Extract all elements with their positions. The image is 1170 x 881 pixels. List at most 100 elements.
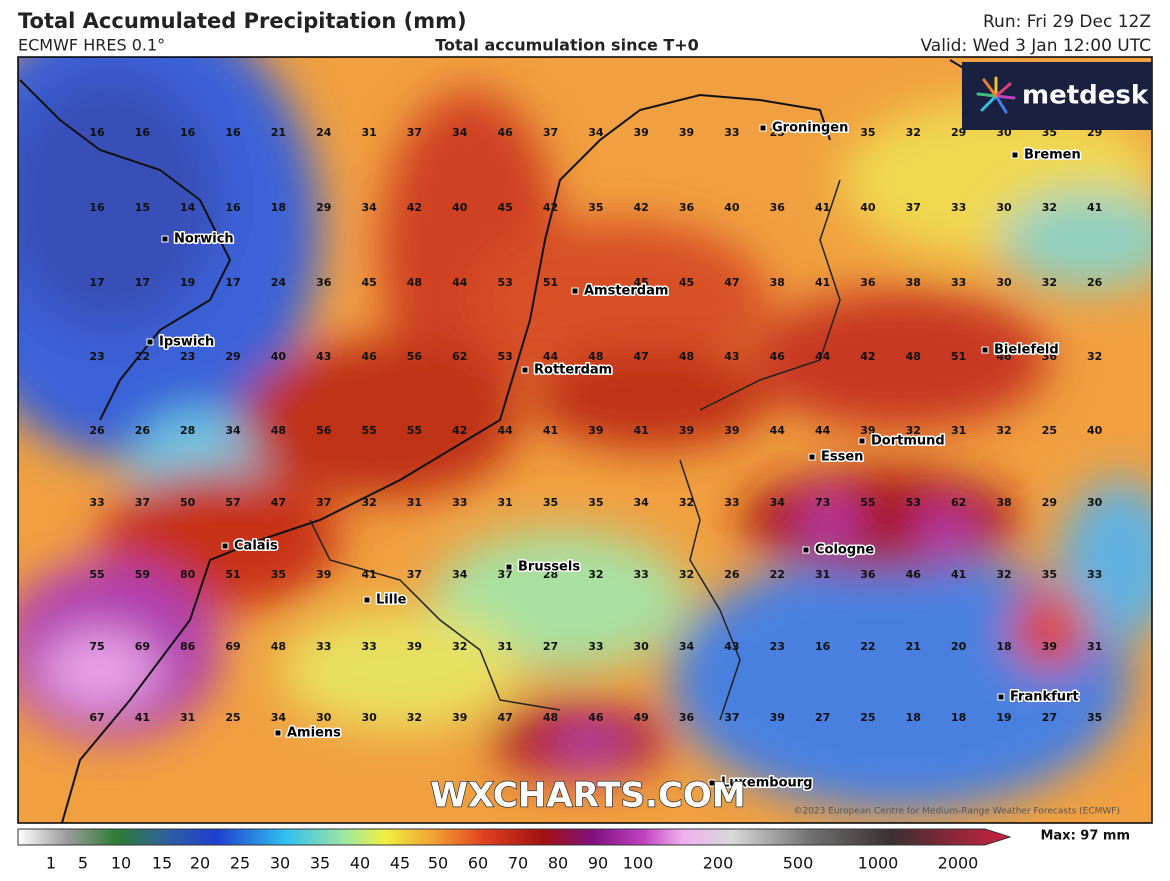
grid-value: 80	[180, 568, 196, 581]
grid-value: 47	[634, 350, 649, 363]
grid-value: 47	[497, 711, 512, 724]
grid-value: 43	[724, 640, 739, 653]
grid-value: 31	[815, 568, 830, 581]
grid-value: 33	[951, 276, 966, 289]
grid-value: 18	[951, 711, 966, 724]
grid-value: 62	[452, 350, 467, 363]
borders	[309, 179, 841, 721]
grid-value: 30	[996, 276, 1012, 289]
city-label: Dortmund	[871, 434, 945, 449]
grid-value: 42	[407, 201, 422, 214]
grid-value: 41	[951, 568, 966, 581]
grid-value: 21	[271, 126, 286, 139]
grid-value: 16	[89, 126, 105, 139]
grid-value: 16	[815, 640, 831, 653]
grid-value: 44	[815, 350, 831, 363]
city-label: Essen	[821, 450, 863, 465]
grid-value: 33	[634, 568, 649, 581]
grid-value: 23	[180, 350, 195, 363]
precip-shading	[18, 57, 1152, 810]
grid-value: 34	[634, 496, 650, 509]
grid-value: 53	[497, 276, 512, 289]
grid-value: 39	[452, 711, 467, 724]
grid-value: 33	[452, 496, 467, 509]
grid-value: 67	[89, 711, 104, 724]
grid-value: 53	[497, 350, 512, 363]
grid-value: 37	[135, 496, 150, 509]
grid-value: 39	[724, 424, 739, 437]
colorbar-label: 200	[703, 854, 734, 873]
grid-value: 40	[1087, 424, 1103, 437]
colorbar-label: 50	[428, 854, 448, 873]
grid-value: 39	[588, 424, 603, 437]
colorbar-label: 45	[390, 854, 410, 873]
colorbar-label: 40	[350, 854, 370, 873]
grid-value: 30	[996, 201, 1012, 214]
city-marker	[161, 235, 169, 243]
grid-value: 36	[860, 568, 876, 581]
grid-value: 42	[634, 201, 649, 214]
grid-value: 39	[316, 568, 331, 581]
grid-value: 34	[452, 126, 468, 139]
grid-value: 42	[860, 350, 875, 363]
grid-value: 46	[996, 350, 1012, 363]
grid-value: 45	[361, 276, 376, 289]
colorbar-label: 100	[623, 854, 654, 873]
grid-value: 39	[860, 424, 875, 437]
grid-value: 31	[497, 496, 512, 509]
grid-value: 32	[996, 424, 1011, 437]
grid-value: 33	[724, 496, 739, 509]
grid-value: 57	[225, 496, 240, 509]
grid-value: 25	[225, 711, 240, 724]
grid-value: 41	[135, 711, 150, 724]
colorbar-label: 80	[548, 854, 568, 873]
city-marker	[708, 779, 716, 787]
grid-value: 32	[679, 568, 694, 581]
grid-value: 33	[89, 496, 104, 509]
grid-value: 41	[1087, 201, 1102, 214]
colorbar-label: 35	[310, 854, 330, 873]
grid-value: 27	[543, 640, 558, 653]
grid-value: 46	[588, 711, 604, 724]
grid-value: 19	[180, 276, 195, 289]
grid-value: 33	[316, 640, 331, 653]
colorbar-label: 90	[588, 854, 608, 873]
grid-value: 32	[1042, 201, 1057, 214]
grid-value: 56	[407, 350, 423, 363]
city-marker	[1011, 151, 1019, 159]
grid-value: 31	[407, 496, 422, 509]
grid-value: 41	[634, 424, 649, 437]
grid-value: 20	[951, 640, 967, 653]
grid-value: 31	[1087, 640, 1102, 653]
colorbar-label: 2000	[938, 854, 979, 873]
colorbar-label: 30	[270, 854, 290, 873]
grid-value: 32	[1087, 350, 1102, 363]
grid-value: 27	[1042, 711, 1057, 724]
colorbar-label: 5	[78, 854, 88, 873]
grid-value: 29	[316, 201, 331, 214]
grid-value: 36	[679, 201, 695, 214]
grid-value: 17	[225, 276, 240, 289]
grid-value: 34	[361, 201, 377, 214]
grid-value: 28	[180, 424, 195, 437]
grid-value: 17	[135, 276, 150, 289]
city-label: Rotterdam	[534, 363, 612, 378]
grid-value: 36	[860, 276, 876, 289]
grid-value: 30	[1087, 496, 1103, 509]
grid-value: 55	[407, 424, 422, 437]
grid-value: 32	[361, 496, 376, 509]
grid-value: 53	[906, 496, 921, 509]
grid-value: 26	[135, 424, 151, 437]
city-label: Lille	[376, 593, 407, 608]
cities: Groningen Bremen Norwich Amsterdam Ipswich Ro…	[146, 119, 1082, 792]
grid-value: 21	[906, 640, 921, 653]
city-marker	[802, 546, 810, 554]
grid-value: 43	[724, 350, 739, 363]
colorbar-label: 60	[468, 854, 488, 873]
city-label: Ipswich	[159, 335, 214, 350]
grid-value: 35	[1042, 568, 1057, 581]
grid-value: 48	[543, 711, 558, 724]
city-marker	[858, 437, 866, 445]
grid-value: 35	[588, 201, 603, 214]
